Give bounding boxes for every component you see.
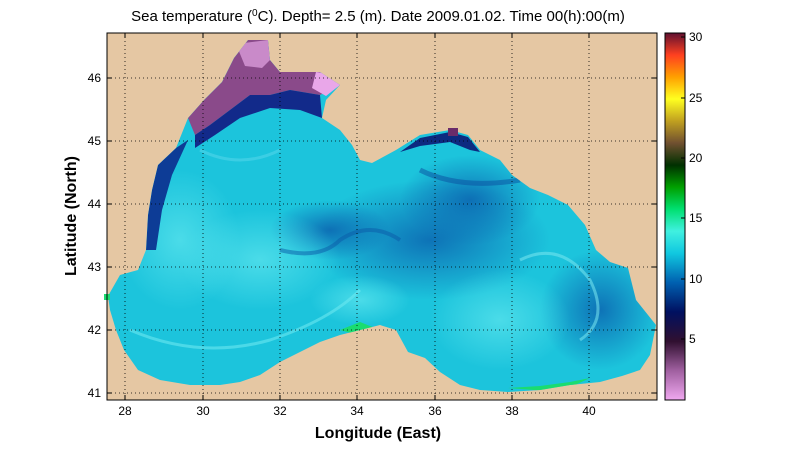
colorbar-tick-label: 30 bbox=[689, 30, 703, 44]
y-tick-labels: 41 42 43 44 45 46 bbox=[88, 71, 102, 400]
colorbar-tick-label: 15 bbox=[689, 211, 703, 225]
colorbar-tick-label: 10 bbox=[689, 272, 703, 286]
colorbar-tick-label: 5 bbox=[689, 332, 696, 346]
colorbar-tick-label: 20 bbox=[689, 151, 703, 165]
title-superscript: 0 bbox=[252, 8, 258, 19]
x-tick-label: 30 bbox=[196, 404, 210, 418]
x-tick-labels: 28 30 32 34 36 38 40 bbox=[118, 404, 596, 418]
x-tick-label: 36 bbox=[428, 404, 442, 418]
y-tick-label: 42 bbox=[88, 323, 102, 337]
x-tick-label: 28 bbox=[118, 404, 132, 418]
y-axis-label: Latitude (North) bbox=[63, 156, 80, 276]
y-tick-label: 46 bbox=[88, 71, 102, 85]
x-axis-label: Longitude (East) bbox=[315, 425, 441, 442]
y-tick-label: 43 bbox=[88, 260, 102, 274]
title-prefix: Sea temperature ( bbox=[131, 8, 252, 25]
colorbar: 30 25 20 15 10 5 bbox=[664, 30, 703, 401]
map-title: Sea temperature (0C). Depth= 2.5 (m). Da… bbox=[131, 8, 625, 25]
colorbar-tick-label: 25 bbox=[689, 91, 703, 105]
x-tick-label: 34 bbox=[350, 404, 364, 418]
y-tick-label: 44 bbox=[88, 197, 102, 211]
x-tick-label: 40 bbox=[582, 404, 596, 418]
y-tick-label: 45 bbox=[88, 134, 102, 148]
x-tick-label: 38 bbox=[505, 404, 519, 418]
plot-frame bbox=[106, 32, 658, 401]
x-tick-label: 32 bbox=[273, 404, 287, 418]
y-tick-label: 41 bbox=[88, 386, 102, 400]
title-suffix: C). Depth= 2.5 (m). Date 2009.01.02. Tim… bbox=[258, 8, 625, 25]
colorbar-gradient bbox=[664, 32, 686, 401]
